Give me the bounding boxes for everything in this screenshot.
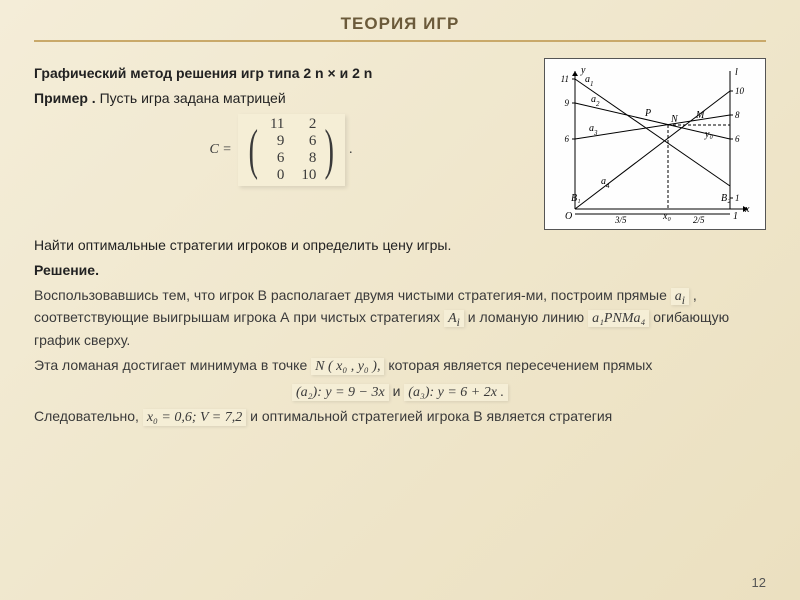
example-text: Пусть игра задана матрицей	[96, 90, 286, 106]
eq-a: (a₂): y = 9 − 3x	[292, 384, 389, 401]
svg-text:y₀: y₀	[704, 129, 713, 140]
p1a: Воспользовавшись тем, что игрок В распол…	[34, 287, 671, 303]
p1s1: i	[682, 294, 685, 307]
p3b: и оптимальной стратегией игрока В являет…	[250, 408, 612, 424]
p1v1: a	[675, 289, 682, 304]
svg-text:P: P	[644, 108, 651, 119]
svg-text:2/5: 2/5	[693, 215, 705, 225]
equation-line: (a₂): y = 9 − 3x и (a₃): y = 6 + 2x .	[34, 383, 766, 401]
p2b: которая является пересечением прямых	[388, 357, 652, 373]
matrix-cell: 9	[266, 133, 284, 150]
svg-text:y: y	[580, 65, 586, 76]
paragraph-2: Эта ломаная достигает минимума в точке N…	[34, 356, 766, 377]
svg-text:6: 6	[565, 134, 570, 144]
svg-text:11: 11	[561, 74, 569, 84]
svg-text:M: M	[695, 110, 705, 121]
svg-text:8: 8	[735, 110, 740, 120]
p2a: Эта ломаная достигает минимума в точке	[34, 357, 307, 373]
svg-text:1: 1	[733, 211, 738, 222]
svg-text:x₀: x₀	[662, 211, 671, 222]
svg-text:B₂: B₂	[721, 193, 731, 204]
svg-text:l: l	[735, 67, 738, 78]
svg-text:N: N	[670, 114, 679, 125]
p3expr: x₀ = 0,6; V = 7,2	[143, 409, 246, 426]
matrix-cell: 2	[298, 116, 316, 133]
svg-text:1: 1	[735, 193, 740, 203]
p1v2: A	[448, 311, 457, 326]
svg-text:9: 9	[565, 98, 570, 108]
svg-text:10: 10	[735, 86, 745, 96]
matrix-cell: 8	[298, 150, 316, 167]
matrix-cell: 6	[298, 133, 316, 150]
page-title: ТЕОРИЯ ИГР	[34, 14, 766, 34]
p3a: Следовательно,	[34, 408, 139, 424]
matrix-cell: 6	[266, 150, 284, 167]
section-heading: Графический метод решения игр типа 2 n ×…	[34, 64, 528, 83]
p1expr: a₁PNMa₄	[588, 310, 649, 327]
p1c: и ломаную линию	[464, 309, 588, 325]
svg-text:x: x	[744, 204, 750, 215]
svg-text:3/5: 3/5	[614, 215, 627, 225]
svg-text:O: O	[565, 211, 572, 222]
p2expr: N ( x₀ , y₀ ),	[311, 358, 384, 375]
p1s2: i	[457, 316, 460, 329]
svg-text:B₁: B₁	[571, 193, 581, 204]
svg-text:a1: a1	[585, 74, 594, 88]
example-label: Пример .	[34, 90, 96, 106]
matrix-block: C = ( 1129668010 ) .	[34, 114, 528, 186]
eq-mid: и	[389, 383, 405, 399]
matrix-cell: 10	[298, 167, 316, 184]
task-line: Найти оптимальные стратегии игроков и оп…	[34, 236, 766, 255]
paragraph-3: Следовательно, x₀ = 0,6; V = 7,2 и оптим…	[34, 407, 766, 428]
eq-b: (a₃): y = 6 + 2x .	[404, 384, 508, 401]
page-number: 12	[752, 575, 766, 590]
svg-text:a3: a3	[589, 123, 598, 137]
matrix-cell: 11	[266, 116, 284, 133]
matrix-suffix: .	[349, 142, 353, 158]
chart: 119610861a1a2a3a4PNMx₀y₀B₁B₂O1yxl3/52/5	[544, 58, 766, 230]
solution-label: Решение.	[34, 261, 766, 280]
matrix-cell: 0	[266, 167, 284, 184]
matrix-prefix: C =	[209, 142, 231, 158]
example-line: Пример . Пусть игра задана матрицей	[34, 89, 528, 108]
svg-text:6: 6	[735, 134, 740, 144]
paragraph-1: Воспользовавшись тем, что игрок В распол…	[34, 286, 766, 350]
divider	[34, 40, 766, 42]
svg-text:a2: a2	[591, 94, 600, 108]
